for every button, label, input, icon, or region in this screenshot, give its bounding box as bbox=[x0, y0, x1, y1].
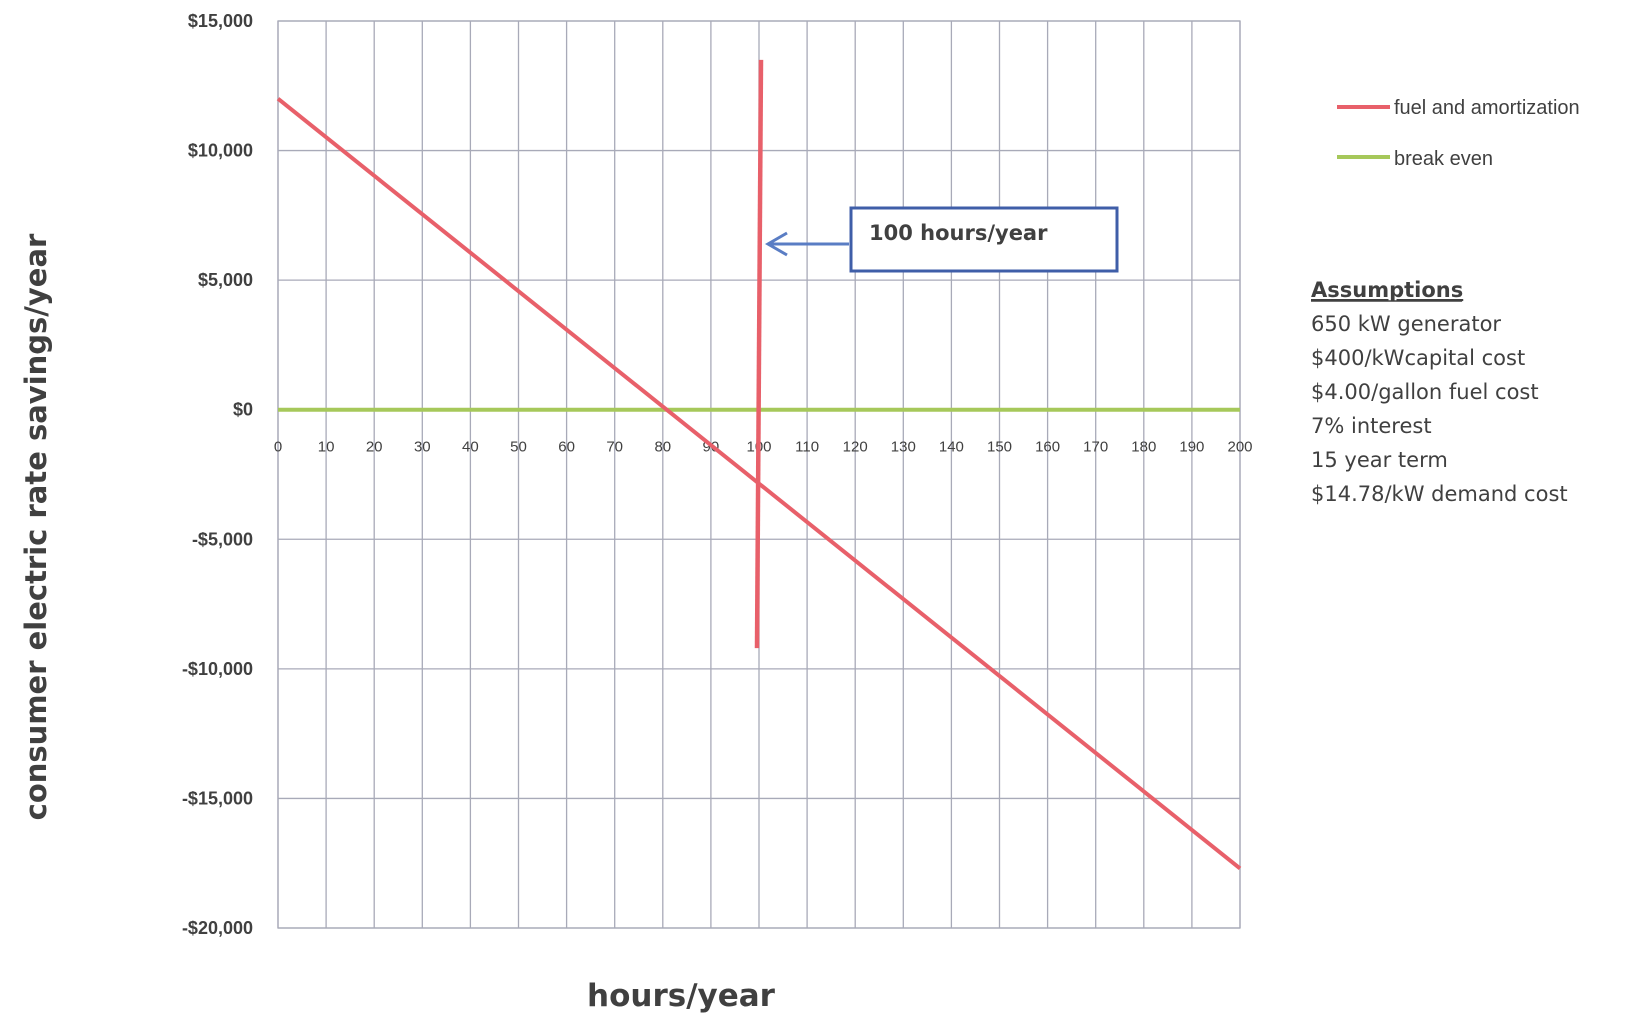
y-tick-label: $15,000 bbox=[188, 11, 253, 31]
assumption-item: $400/kWcapital cost bbox=[1311, 346, 1525, 370]
y-tick-label: -$10,000 bbox=[182, 659, 253, 679]
x-tick-label: 30 bbox=[414, 439, 431, 456]
legend: fuel and amortization break even bbox=[1337, 97, 1580, 170]
assumption-item: 15 year term bbox=[1311, 448, 1448, 472]
plot-frame bbox=[277, 20, 1241, 929]
y-tick-label: -$20,000 bbox=[182, 918, 253, 938]
y-tick-label: $0 bbox=[233, 400, 253, 420]
x-tick-label: 60 bbox=[558, 439, 575, 456]
y-tick-label: -$5,000 bbox=[192, 529, 253, 549]
x-tick-label: 70 bbox=[606, 439, 623, 456]
assumption-item: 650 kW generator bbox=[1311, 312, 1501, 336]
assumptions: Assumptions 650 kW generator $400/kWcapi… bbox=[1311, 278, 1568, 506]
callout-text: 100 hours/year bbox=[869, 221, 1048, 245]
x-axis-title: hours/year bbox=[587, 978, 776, 1014]
assumptions-title: Assumptions bbox=[1311, 278, 1463, 302]
x-tick-label: 20 bbox=[366, 439, 383, 456]
x-tick-label: 190 bbox=[1179, 439, 1204, 456]
y-tick-label: $5,000 bbox=[198, 270, 253, 290]
x-tick-label: 170 bbox=[1083, 439, 1108, 456]
x-tick-label: 200 bbox=[1227, 439, 1252, 456]
x-tick-label: 160 bbox=[1035, 439, 1060, 456]
callout-box bbox=[849, 206, 1119, 273]
marker-line-100-hours bbox=[754, 59, 764, 649]
y-tick-labels: $15,000 $10,000 $5,000 $0 -$5,000 -$10,000 -$1… bbox=[182, 11, 253, 938]
x-tick-label: 140 bbox=[939, 439, 964, 456]
legend-label-fuel-and-amortization: fuel and amortization bbox=[1394, 97, 1580, 119]
x-tick-label: 130 bbox=[891, 439, 916, 456]
assumption-item: 7% interest bbox=[1311, 414, 1432, 438]
y-axis-title: consumer electric rate savings/year bbox=[19, 233, 53, 820]
callout-arrow-head bbox=[765, 231, 788, 257]
x-tick-label: 0 bbox=[274, 439, 282, 456]
x-tick-label: 120 bbox=[843, 439, 868, 456]
assumption-item: $4.00/gallon fuel cost bbox=[1311, 380, 1539, 404]
y-tick-label: -$15,000 bbox=[182, 788, 253, 808]
x-tick-label: 150 bbox=[987, 439, 1012, 456]
x-tick-label: 40 bbox=[462, 439, 479, 456]
y-tick-label: $10,000 bbox=[188, 141, 253, 161]
legend-label-break-even: break even bbox=[1394, 148, 1493, 170]
x-tick-label: 110 bbox=[795, 439, 819, 456]
x-tick-labels: 0102030405060708090100110120130140150160… bbox=[274, 439, 1253, 456]
annotation: 100 hours/year bbox=[765, 206, 1119, 273]
x-tick-label: 180 bbox=[1131, 439, 1156, 456]
x-tick-label: 50 bbox=[510, 439, 527, 456]
x-tick-label: 10 bbox=[318, 439, 335, 456]
series-lines bbox=[276, 59, 1242, 870]
x-tick-label: 80 bbox=[654, 439, 671, 456]
assumption-item: $14.78/kW demand cost bbox=[1311, 482, 1568, 506]
